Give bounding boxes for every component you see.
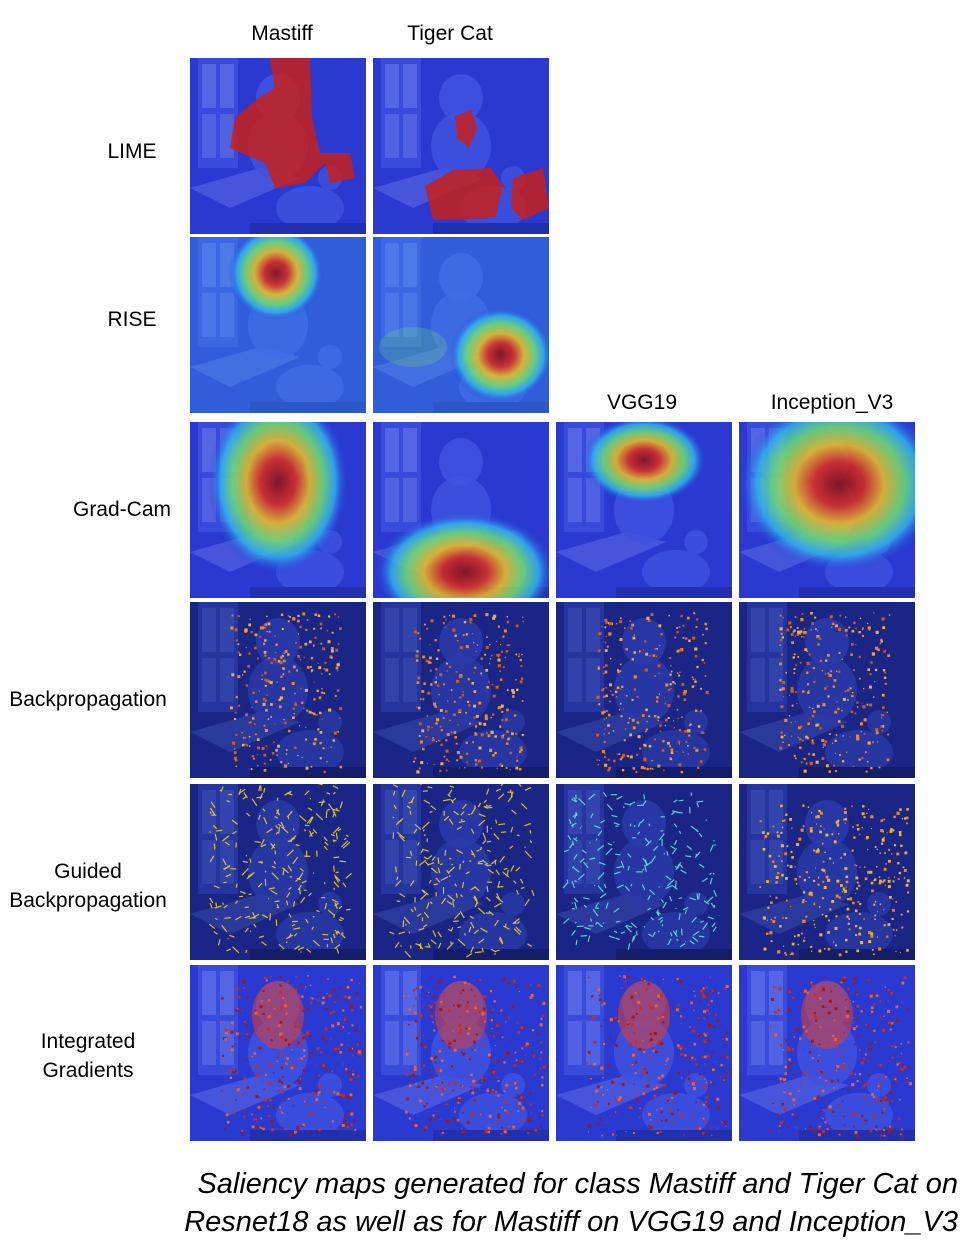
saliency-map-guided-tiger-cat (373, 784, 549, 960)
saliency-map-lime-tiger-cat (373, 58, 549, 234)
saliency-map-rise-mastiff (190, 237, 366, 413)
saliency-map-backprop-tiger-cat (373, 602, 549, 778)
saliency-map-rise-tiger-cat (373, 237, 549, 413)
column-label-mastiff: Mastiff (251, 22, 313, 45)
saliency-map-gradcam-tiger-cat (373, 422, 549, 598)
saliency-map-gradcam-inception-v3 (739, 422, 915, 598)
saliency-map-guided-mastiff (190, 784, 366, 960)
caption-line-2: Resnet18 as well as for Mastiff on VGG19… (184, 1206, 958, 1238)
column-label-inception-v3: Inception_V3 (770, 391, 894, 414)
figure-caption: Saliency maps generated for class Mastif… (90, 1165, 958, 1241)
column-label-tiger-cat: Tiger Cat (407, 22, 493, 45)
row-label-integrated-gradients: Integrated Gradients (40, 1030, 136, 1082)
saliency-map-backprop-inception-v3 (739, 602, 915, 778)
saliency-map-ig-mastiff (190, 965, 366, 1141)
saliency-map-ig-vgg19 (556, 965, 732, 1141)
column-label-vgg19: VGG19 (606, 391, 678, 414)
saliency-map-ig-tiger-cat (373, 965, 549, 1141)
saliency-map-backprop-mastiff (190, 602, 366, 778)
row-label-grad-cam: Grad-Cam (72, 498, 172, 521)
row-label-lime: LIME (107, 140, 157, 163)
saliency-map-backprop-vgg19 (556, 602, 732, 778)
saliency-map-guided-inception-v3 (739, 784, 915, 960)
caption-line-1: Saliency maps generated for class Mastif… (197, 1168, 958, 1200)
row-label-backpropagation: Backpropagation (9, 688, 167, 711)
saliency-map-guided-vgg19 (556, 784, 732, 960)
row-label-guided-backpropagation: Guided Backpropagation (9, 860, 167, 912)
saliency-map-gradcam-vgg19 (556, 422, 732, 598)
row-label-rise: RISE (107, 308, 157, 331)
saliency-map-gradcam-mastiff (190, 422, 366, 598)
saliency-map-ig-inception-v3 (739, 965, 915, 1141)
saliency-map-lime-mastiff (190, 58, 366, 234)
